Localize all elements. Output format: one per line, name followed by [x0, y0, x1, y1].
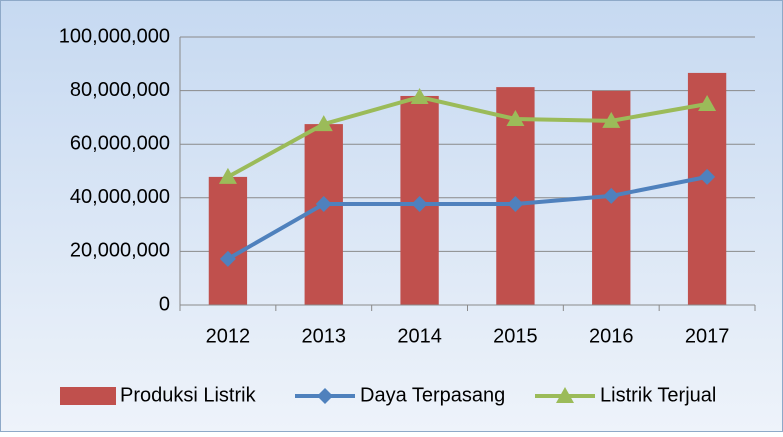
- y-tick-label: 20,000,000: [70, 240, 170, 262]
- point: [314, 115, 333, 132]
- x-tick-label: 2013: [302, 325, 347, 347]
- point: [698, 95, 717, 111]
- y-tick-label: 0: [159, 293, 170, 315]
- line: [226, 174, 708, 261]
- point: [315, 195, 332, 212]
- point: [507, 195, 524, 212]
- legend-label: Daya Terpasang: [360, 384, 505, 406]
- legend-marker: [317, 388, 333, 404]
- legend-label: Listrik Terjual: [600, 384, 716, 406]
- point: [603, 187, 620, 204]
- bar: [208, 176, 248, 305]
- x-tick-label: 2012: [206, 325, 251, 347]
- bar: [687, 72, 727, 305]
- y-tick-label: 80,000,000: [70, 79, 170, 101]
- bar: [304, 124, 343, 305]
- point: [602, 111, 621, 128]
- line: [226, 94, 708, 179]
- point: [219, 250, 236, 267]
- x-tick-label: 2017: [685, 325, 730, 347]
- x-tick-label: 2015: [493, 325, 538, 347]
- point: [699, 168, 716, 185]
- y-tick-label: 100,000,000: [59, 25, 170, 47]
- legend-marker: [556, 387, 574, 403]
- point: [411, 195, 428, 212]
- point: [218, 167, 237, 184]
- x-tick-label: 2016: [589, 325, 634, 347]
- y-tick-label: 40,000,000: [70, 186, 170, 208]
- legend-label: Produksi Listrik: [120, 384, 257, 406]
- legend-swatch: [60, 387, 116, 405]
- x-tick-label: 2014: [397, 325, 442, 347]
- point: [506, 110, 525, 127]
- y-tick-label: 60,000,000: [70, 132, 170, 154]
- point: [410, 88, 429, 105]
